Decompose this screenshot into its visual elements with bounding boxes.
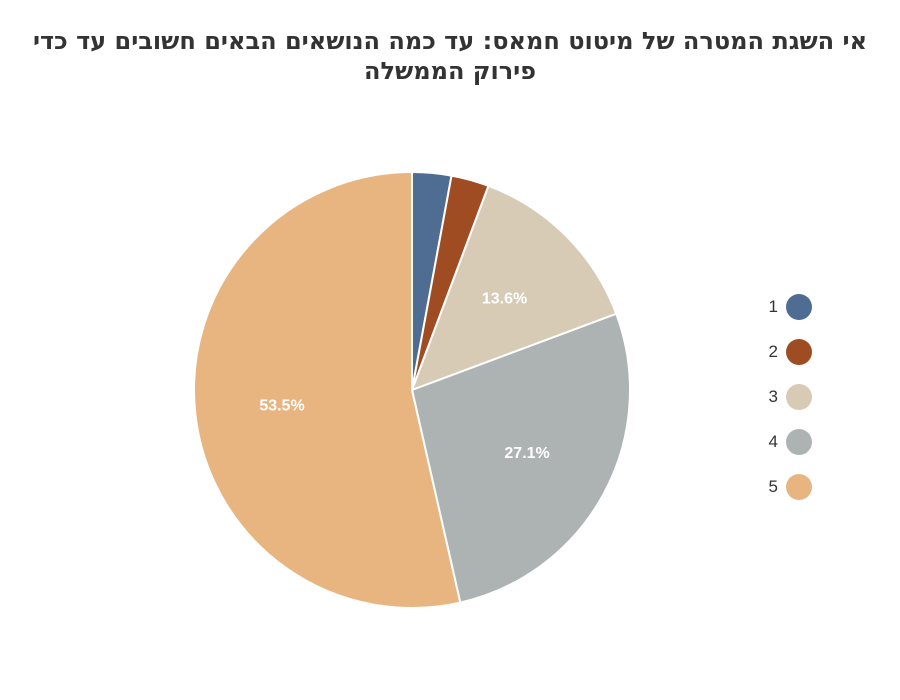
legend-item-4: 4 [752,419,812,464]
pie-slice-3 [410,184,618,392]
legend-label: 5 [768,476,778,496]
legend-swatch [786,338,812,365]
chart-title: אי השגת המטרה של מיטוט חמאס: עד כמה הנוש… [32,27,868,85]
legend-label: 1 [768,296,778,316]
legend-swatch [786,383,812,410]
legend-item-1: 1 [752,284,812,329]
legend-swatch [786,293,812,320]
data-label-4: 27.1% [504,445,549,462]
data-label-5: 53.5% [259,398,304,415]
legend-item-5: 5 [752,464,812,509]
pie-slice-4 [410,312,631,604]
legend-item-2: 2 [752,329,812,374]
pie-slice-5 [193,170,462,609]
legend-swatch [786,473,812,500]
legend: 1 2 3 4 5 [752,284,812,509]
legend-label: 4 [768,431,778,451]
data-label-3: 13.6% [482,291,527,308]
legend-label: 3 [768,386,778,406]
legend-swatch [786,428,812,455]
legend-item-3: 3 [752,374,812,419]
legend-label: 2 [768,341,778,361]
